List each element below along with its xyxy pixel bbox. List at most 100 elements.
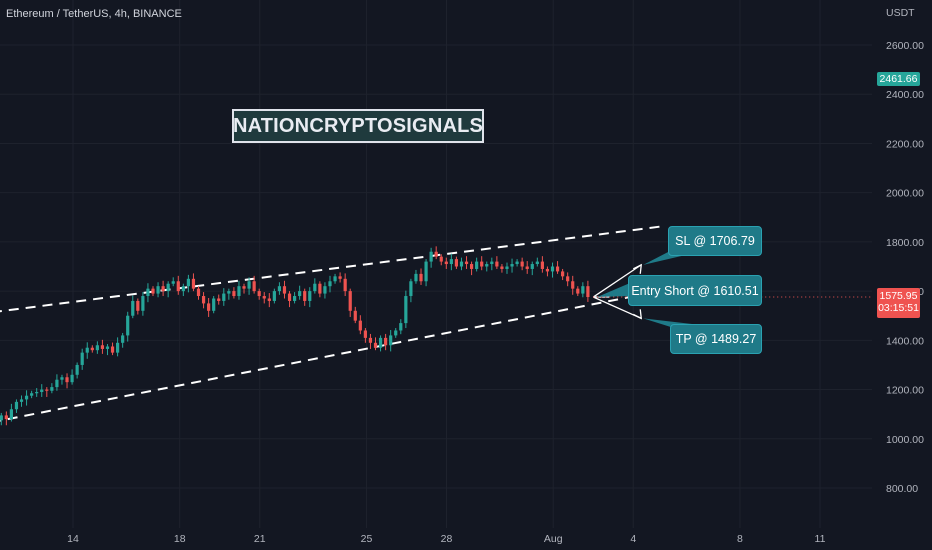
channel-line-lower — [0, 290, 661, 422]
x-tick-label: 18 — [174, 533, 186, 545]
candle-body — [75, 364, 79, 375]
candle-body — [303, 291, 307, 301]
candle-body — [207, 303, 211, 311]
candle-body — [50, 387, 54, 391]
candle-body — [454, 259, 459, 267]
candle-body — [409, 281, 413, 297]
y-tick-label: 1400.00 — [886, 335, 924, 347]
x-tick-label: Aug — [544, 533, 563, 545]
candle-body — [419, 273, 423, 282]
candle-body — [272, 291, 276, 301]
candle-body — [520, 261, 524, 267]
candle-body — [146, 288, 150, 297]
candle-body — [186, 278, 190, 287]
channel-line-upper — [0, 225, 661, 313]
watermark-label: NATIONCRYPTOSIGNALS — [232, 109, 484, 143]
candle-body — [65, 377, 69, 383]
candle-body — [550, 266, 555, 272]
candle-body — [298, 291, 302, 297]
candle-body — [242, 286, 246, 289]
candle-body — [500, 266, 504, 269]
candle-body — [201, 296, 206, 304]
take-profit-callout[interactable]: TP @ 1489.27 — [670, 324, 762, 354]
symbol-title[interactable]: Ethereum / TetherUS, 4h, BINANCE — [6, 8, 182, 20]
candle-body — [323, 286, 327, 294]
candle-body — [292, 296, 297, 301]
candle-body — [545, 268, 550, 272]
candle-body — [141, 296, 145, 311]
candle-body — [333, 276, 337, 282]
last-price-value: 1575.95 — [879, 290, 918, 302]
x-tick-label: 25 — [361, 533, 373, 545]
candle-body — [156, 286, 160, 294]
candle-body — [257, 291, 261, 297]
candle-body — [105, 346, 110, 349]
candle-body — [196, 288, 201, 297]
candle-body — [166, 283, 170, 292]
candle-body — [9, 409, 14, 420]
candle-body — [247, 281, 251, 289]
candle-body — [282, 286, 287, 294]
candle-body — [576, 288, 580, 294]
candle-body — [151, 288, 155, 294]
y-tick-label: 800.00 — [886, 483, 918, 495]
x-tick-label: 11 — [815, 533, 826, 545]
candle-body — [181, 286, 185, 292]
y-tick-label: 2200.00 — [886, 138, 924, 150]
candle-body — [338, 276, 342, 279]
candle-body — [464, 261, 469, 265]
entry-short-callout[interactable]: Entry Short @ 1610.51 — [628, 275, 762, 306]
candle-body — [358, 320, 362, 331]
candle-body — [384, 337, 388, 346]
candle-body — [495, 261, 499, 267]
candle-body — [232, 291, 236, 297]
last-price-tag: 1575.95 03:15:51 — [877, 288, 920, 318]
candle-body — [540, 261, 544, 269]
candle-body — [277, 286, 282, 292]
candle-body — [414, 273, 418, 282]
candle-body — [525, 266, 529, 269]
candles — [0, 246, 590, 426]
candle-body — [252, 281, 256, 292]
candle-body — [444, 261, 448, 265]
candle-body — [490, 261, 494, 265]
candle-body — [217, 298, 221, 301]
candle-body — [30, 393, 34, 396]
candle-body — [90, 347, 94, 351]
x-tick-label: 4 — [630, 533, 636, 545]
candle-body — [126, 315, 130, 336]
price-axis-bg — [872, 0, 932, 550]
candle-body — [343, 278, 347, 292]
candle-body — [439, 256, 443, 262]
candle-body — [475, 261, 479, 269]
y-tick-label: 1800.00 — [886, 237, 924, 249]
candle-body — [287, 293, 292, 301]
candle-body — [80, 352, 84, 365]
candle-body — [429, 251, 433, 262]
price-channel — [0, 225, 661, 422]
candle-body — [328, 281, 332, 287]
candle-body — [40, 389, 44, 393]
currency-label: USDT — [886, 7, 915, 19]
candle-body — [14, 401, 19, 410]
stop-loss-callout[interactable]: SL @ 1706.79 — [668, 226, 762, 256]
take-profit-arrowhead — [632, 309, 643, 320]
time-axis[interactable]: 14 18 21 25 28 Aug 4 8 11 — [0, 528, 872, 550]
y-tick-label: 1200.00 — [886, 385, 924, 397]
candle-body — [24, 395, 29, 400]
candle-body — [308, 291, 312, 301]
candle-body — [555, 266, 560, 272]
candle-body — [571, 281, 575, 289]
candle-body — [267, 298, 271, 301]
candle-body — [424, 261, 428, 282]
entry-pointer — [597, 283, 630, 298]
candle-body — [434, 251, 438, 257]
candle-body — [480, 261, 484, 267]
candle-body — [55, 379, 59, 388]
x-tick-label: 21 — [254, 533, 266, 545]
y-tick-label: 2000.00 — [886, 188, 924, 200]
candle-body — [161, 286, 165, 292]
candle-body — [110, 346, 115, 353]
candle-body — [227, 291, 231, 294]
